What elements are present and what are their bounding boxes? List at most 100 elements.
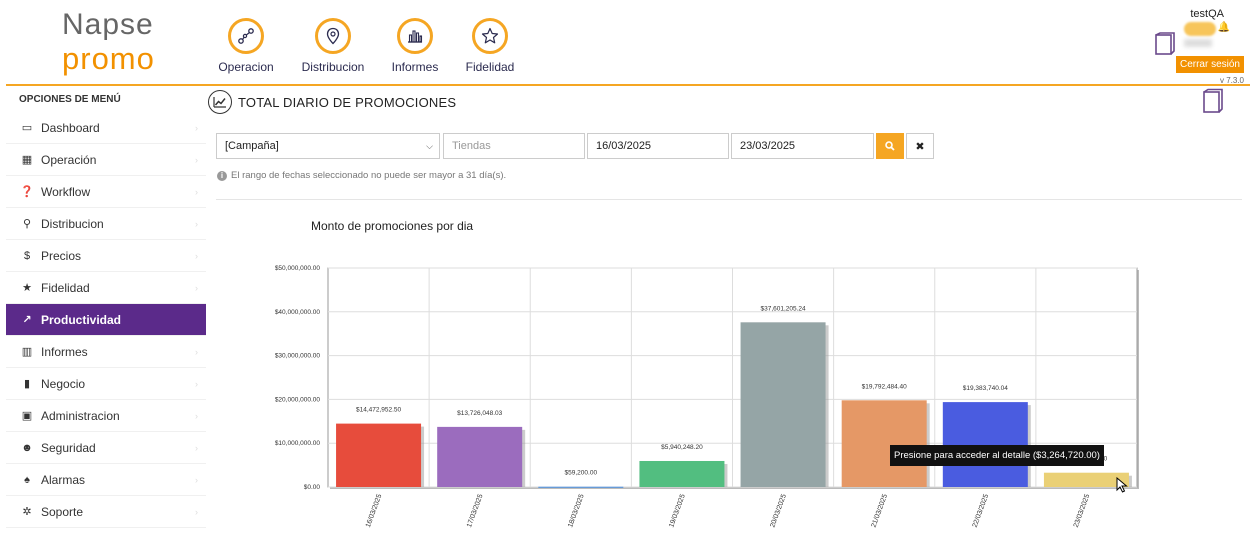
page-title: TOTAL DIARIO DE PROMOCIONES: [208, 90, 456, 114]
campaign-select-value: [Campaña]: [225, 140, 279, 152]
bar[interactable]: [538, 486, 624, 488]
x-tick-label: 18/03/2025: [567, 493, 586, 528]
bar[interactable]: [336, 423, 422, 487]
bar-chart-icon: [397, 18, 433, 54]
info-icon: i: [217, 170, 227, 181]
bar[interactable]: [942, 402, 1028, 487]
chevron-down-icon: ⌵: [426, 141, 433, 151]
stores-input[interactable]: Tiendas: [443, 133, 585, 159]
sidebar-item-soporte[interactable]: ✲ Soporte ›: [6, 496, 206, 528]
sidebar-item-label: Productividad: [41, 312, 122, 327]
sidebar-item-label: Seguridad: [41, 440, 96, 455]
date-range-hint: i El rango de fechas seleccionado no pue…: [217, 170, 506, 181]
calendar-icon: ▣: [21, 410, 33, 422]
bar-chart-icon: ▥: [21, 346, 33, 358]
chevron-right-icon: ›: [195, 219, 198, 229]
topnav-fidelidad-label: Fidelidad: [465, 60, 515, 74]
topnav-distribucion-label: Distribucion: [301, 60, 365, 74]
star-icon: ★: [22, 282, 32, 294]
sidebar-item-label: Fidelidad: [41, 280, 90, 295]
app-header: Napse promo Operacion Distribucion Infor…: [0, 0, 1260, 86]
campaign-select[interactable]: [Campaña] ⌵: [216, 133, 440, 159]
sidebar-item-alarmas[interactable]: ♠ Alarmas ›: [6, 464, 206, 496]
sidebar-item-label: Operación: [41, 152, 97, 167]
sidebar-item-workflow[interactable]: ❓ Workflow ›: [6, 176, 206, 208]
clear-button[interactable]: ✖: [906, 133, 934, 159]
y-tick-label: $20,000,000.00: [275, 396, 321, 403]
bar-value-label: $13,726,048.03: [457, 410, 503, 417]
chevron-right-icon: ›: [195, 155, 198, 165]
y-tick-label: $10,000,000.00: [275, 440, 321, 447]
x-tick-label: 22/03/2025: [972, 493, 991, 528]
sidebar-item-fidelidad[interactable]: ★ Fidelidad ›: [6, 272, 206, 304]
bar-chart: $0.00 $10,000,000.00 $20,000,000.00 $30,000…: [275, 265, 1139, 529]
logout-button[interactable]: Cerrar sesión: [1175, 56, 1244, 73]
napse-promo-logo[interactable]: Napse promo: [60, 8, 180, 76]
line-chart-icon: ↗: [22, 314, 32, 326]
search-icon: [885, 141, 895, 151]
date-range-hint-text: El rango de fechas seleccionado no puede…: [231, 170, 507, 181]
sidebar-title: OPCIONES DE MENÚ: [19, 94, 121, 105]
search-button[interactable]: [876, 133, 904, 159]
user-box: testQA 🔔 Cerrar sesión v 7.3.0: [1126, 8, 1246, 88]
sidebar-item-operaci-n[interactable]: ▦ Operación ›: [6, 144, 206, 176]
chevron-right-icon: ›: [195, 475, 198, 485]
sidebar-item-administracion[interactable]: ▣ Administracion ›: [6, 400, 206, 432]
page-title-text: TOTAL DIARIO DE PROMOCIONES: [238, 94, 457, 110]
bar-value-label: $5,940,248.20: [661, 444, 703, 451]
sidebar-item-label: Dashboard: [41, 120, 100, 135]
mouse-cursor-icon: [1116, 476, 1128, 498]
date-from-value: 16/03/2025: [596, 140, 652, 152]
close-icon: ✖: [915, 140, 925, 153]
laptop-icon: ▭: [21, 122, 33, 134]
chevron-right-icon: ›: [195, 283, 198, 293]
y-tick-label: $50,000,000.00: [275, 265, 321, 272]
sidebar-item-dashboard[interactable]: ▭ Dashboard ›: [6, 112, 206, 144]
bar-value-label: $19,792,484.40: [862, 383, 908, 390]
bar-value-label: $37,601,205.24: [760, 305, 806, 312]
chevron-right-icon: ›: [195, 251, 198, 261]
sidebar-item-label: Precios: [41, 248, 82, 263]
chevron-right-icon: ›: [195, 507, 198, 517]
topnav-distribucion[interactable]: Distribucion: [293, 18, 373, 74]
topnav-fidelidad[interactable]: Fidelidad: [450, 18, 530, 74]
username: testQA: [1190, 8, 1224, 20]
topnav-operacion[interactable]: Operacion: [206, 18, 286, 74]
sidebar-item-label: Soporte: [41, 504, 84, 519]
bar[interactable]: [841, 400, 927, 487]
bar-tooltip: Presione para acceder al detalle ($3,264…: [890, 445, 1104, 466]
sidebar-item-label: Administracion: [41, 408, 120, 423]
chevron-right-icon: ›: [195, 187, 198, 197]
bell-icon[interactable]: 🔔: [1217, 22, 1230, 33]
bar[interactable]: [740, 322, 826, 487]
bar[interactable]: [639, 460, 725, 487]
date-from-input[interactable]: 16/03/2025: [587, 133, 729, 159]
help-book-icon[interactable]: [1202, 88, 1224, 119]
sidebar-menu: ▭ Dashboard › ▦ Operación › ❓ Workflow › ⚲ Distrib…: [6, 112, 206, 528]
sidebar-item-label: Distribucion: [41, 216, 104, 231]
sidebar-item-label: Negocio: [41, 376, 86, 391]
sidebar-item-productividad[interactable]: ↗ Productividad: [6, 304, 206, 336]
book-icon[interactable]: [1154, 32, 1176, 61]
x-tick-label: 16/03/2025: [365, 493, 384, 528]
header-divider: [6, 84, 1250, 86]
sidebar-item-precios[interactable]: $ Precios ›: [6, 240, 206, 272]
version-label: v 7.3.0: [1219, 76, 1244, 85]
sidebar-item-informes[interactable]: ▥ Informes ›: [6, 336, 206, 368]
date-to-input[interactable]: 23/03/2025: [731, 133, 874, 159]
users-icon: ☻: [21, 441, 33, 454]
bar-value-label: $59,200.00: [565, 470, 598, 477]
star-icon: [472, 18, 508, 54]
topnav-operacion-label: Operacion: [218, 60, 274, 74]
sidebar-item-seguridad[interactable]: ☻ Seguridad ›: [6, 432, 206, 464]
x-tick-label: 20/03/2025: [769, 493, 788, 528]
sidebar-item-negocio[interactable]: ▮ Negocio ›: [6, 368, 206, 400]
logo-line2: promo: [62, 41, 155, 76]
sidebar-item-distribucion[interactable]: ⚲ Distribucion ›: [6, 208, 206, 240]
bar[interactable]: [1043, 472, 1129, 487]
sidebar-item-label: Workflow: [41, 184, 91, 199]
cog-icon: ✲: [22, 506, 32, 518]
bar[interactable]: [437, 426, 523, 487]
line-chart-icon: [208, 90, 232, 114]
topnav-informes[interactable]: Informes: [375, 18, 455, 74]
